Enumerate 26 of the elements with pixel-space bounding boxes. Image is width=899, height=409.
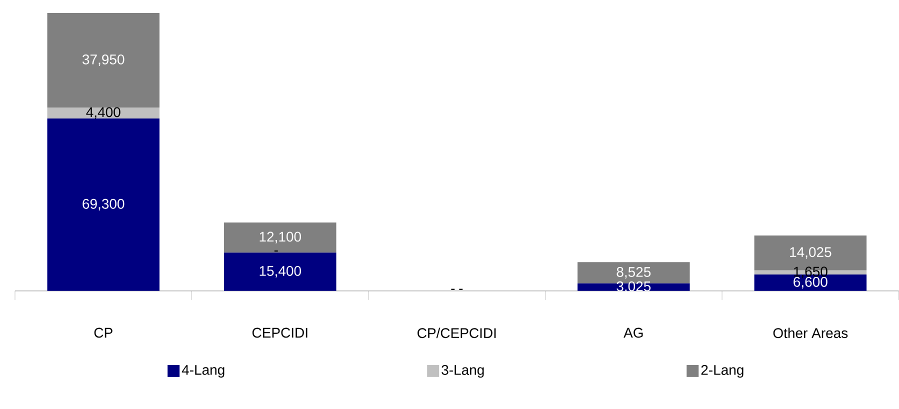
data-label: 12,100 [260,232,301,244]
x-tick-label: CP [94,328,112,338]
data-label: 69,300 [82,198,124,211]
x-tick-label: Other Areas [773,328,848,338]
data-label: 6,600 [794,276,828,289]
data-label: 8,525 [616,267,651,279]
bar [47,108,160,119]
legend-label: 2-Lang [701,365,744,378]
x-tick-label: CP/CEPCIDI [418,328,496,338]
bar [224,252,336,291]
data-label: 15,400 [260,266,301,278]
data-label: - [274,250,278,252]
legend-label: 4-Lang [182,365,224,378]
x-tick-label: AG [624,328,643,338]
data-label: 4,400 [86,107,120,119]
legend-label: 3-Lang [442,365,484,378]
bar [47,13,160,108]
data-label: - [459,288,463,290]
bar [578,283,690,291]
data-label: 14,025 [790,247,832,259]
bar [47,118,160,291]
data-label: 3,025 [616,281,651,293]
bar [224,222,336,253]
data-label: - [451,288,455,290]
x-tick-label: CEPCIDI [252,328,308,338]
data-label: 37,950 [82,54,124,66]
